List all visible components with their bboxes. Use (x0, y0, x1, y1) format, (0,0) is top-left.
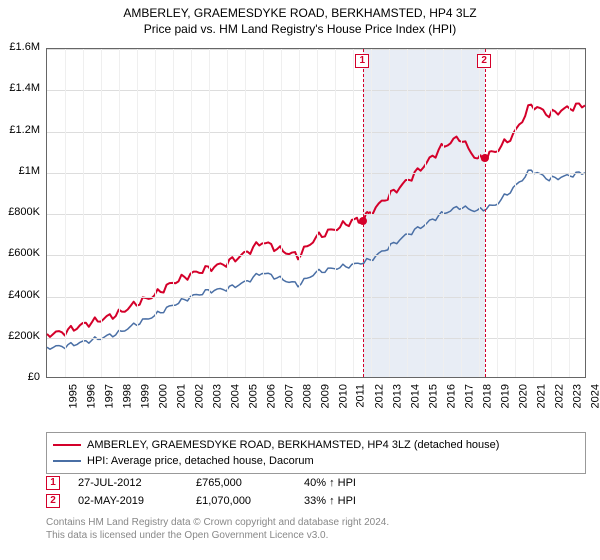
x-axis-label: 2018 (481, 384, 493, 408)
transaction-row: 2 02-MAY-2019 £1,070,000 33% ↑ HPI (46, 492, 394, 510)
transaction-row: 1 27-JUL-2012 £765,000 40% ↑ HPI (46, 474, 394, 492)
y-axis-label: £1M (0, 165, 40, 177)
x-axis-label: 2011 (355, 384, 367, 408)
x-axis-label: 1997 (103, 384, 115, 408)
x-axis-label: 2015 (427, 384, 439, 408)
x-axis-label: 2004 (229, 384, 241, 408)
x-axis-label: 2023 (571, 384, 583, 408)
footer-line1: Contains HM Land Registry data © Crown c… (46, 516, 389, 529)
legend-row-property: AMBERLEY, GRAEMESDYKE ROAD, BERKHAMSTED,… (53, 437, 579, 453)
x-axis-label: 2016 (445, 384, 457, 408)
x-axis-label: 2014 (409, 384, 421, 408)
x-axis-label: 2000 (157, 384, 169, 408)
chart-marker-dot (359, 217, 367, 225)
y-axis-label: £1.4M (0, 82, 40, 94)
transaction-date: 27-JUL-2012 (78, 477, 178, 489)
transaction-vs-hpi: 33% ↑ HPI (304, 495, 394, 507)
chart-marker-dot (481, 154, 489, 162)
x-axis-label: 2005 (247, 384, 259, 408)
x-axis-label: 1999 (139, 384, 151, 408)
x-axis-label: 2010 (337, 384, 349, 408)
y-axis-label: £200K (0, 330, 40, 342)
chart-container: AMBERLEY, GRAEMESDYKE ROAD, BERKHAMSTED,… (0, 0, 600, 560)
transaction-date: 02-MAY-2019 (78, 495, 178, 507)
transaction-price: £1,070,000 (196, 495, 286, 507)
x-axis-label: 2013 (391, 384, 403, 408)
chart-marker-badge: 1 (355, 54, 369, 68)
y-axis-label: £600K (0, 247, 40, 259)
y-axis-label: £400K (0, 289, 40, 301)
x-axis-label: 2002 (193, 384, 205, 408)
y-axis-label: £1.2M (0, 124, 40, 136)
legend-label-hpi: HPI: Average price, detached house, Daco… (87, 455, 314, 467)
legend-row-hpi: HPI: Average price, detached house, Daco… (53, 453, 579, 469)
legend-label-property: AMBERLEY, GRAEMESDYKE ROAD, BERKHAMSTED,… (87, 439, 499, 451)
transaction-index-badge: 2 (46, 494, 60, 508)
transaction-price: £765,000 (196, 477, 286, 489)
x-axis-label: 2019 (499, 384, 511, 408)
x-axis-label: 2009 (319, 384, 331, 408)
x-axis-label: 2021 (535, 384, 547, 408)
x-axis-label: 2006 (265, 384, 277, 408)
transaction-vs-hpi: 40% ↑ HPI (304, 477, 394, 489)
x-axis-label: 1995 (67, 384, 79, 408)
footer-attribution: Contains HM Land Registry data © Crown c… (46, 516, 389, 542)
legend-swatch-hpi (53, 460, 81, 462)
x-axis-label: 1996 (85, 384, 97, 408)
x-axis-label: 2017 (463, 384, 475, 408)
y-axis-label: £1.6M (0, 41, 40, 53)
transactions-table: 1 27-JUL-2012 £765,000 40% ↑ HPI 2 02-MA… (46, 474, 394, 510)
line-plot-svg (47, 49, 585, 377)
y-axis-label: £0 (0, 371, 40, 383)
x-axis-label: 2008 (301, 384, 313, 408)
x-axis-label: 2022 (553, 384, 565, 408)
x-axis-label: 2024 (589, 384, 600, 408)
footer-line2: This data is licensed under the Open Gov… (46, 529, 389, 542)
x-axis-label: 2020 (517, 384, 529, 408)
x-axis-label: 2007 (283, 384, 295, 408)
x-axis-label: 2012 (373, 384, 385, 408)
transaction-index-badge: 1 (46, 476, 60, 490)
x-axis-label: 1998 (121, 384, 133, 408)
x-axis-label: 2001 (175, 384, 187, 408)
y-axis-label: £800K (0, 206, 40, 218)
x-axis-label: 2003 (211, 384, 223, 408)
legend-box: AMBERLEY, GRAEMESDYKE ROAD, BERKHAMSTED,… (46, 432, 586, 474)
chart-title: AMBERLEY, GRAEMESDYKE ROAD, BERKHAMSTED,… (0, 0, 600, 20)
chart-subtitle: Price paid vs. HM Land Registry's House … (0, 20, 600, 40)
legend-swatch-property (53, 444, 81, 446)
plot-area (46, 48, 586, 378)
chart-marker-badge: 2 (477, 54, 491, 68)
